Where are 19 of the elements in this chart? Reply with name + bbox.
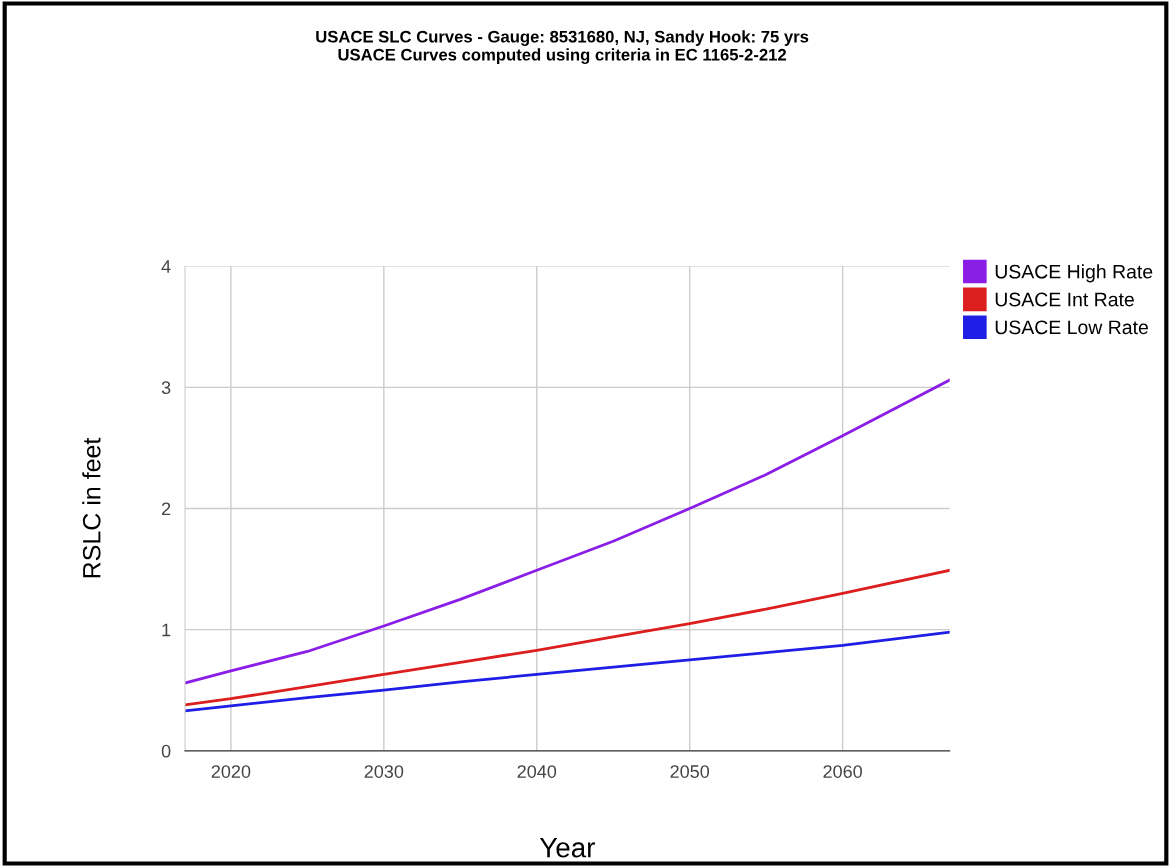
x-tick-label: 2060 — [823, 765, 863, 778]
line-series — [185, 568, 950, 707]
y-tick-label: 3 — [161, 381, 171, 395]
legend-label: USACE High Rate — [995, 264, 1153, 283]
y-tick-label: 4 — [161, 260, 171, 273]
x-axis-title: Year — [539, 838, 595, 858]
x-tick-label: 2050 — [670, 765, 710, 778]
chart-title: USACE SLC Curves - Gauge: 8531680, NJ, Sandy Hook: 75 yrs USACE Curves computed using criteria in EC 1165-2-212 — [316, 30, 809, 64]
y-tick-label: 1 — [162, 623, 171, 637]
y-tick-label: 0 — [161, 744, 171, 758]
x-tick-label: 2030 — [364, 765, 404, 778]
line-series — [185, 378, 950, 685]
legend-label: USACE Int Rate — [995, 292, 1134, 307]
y-tick-label: 2 — [162, 502, 171, 516]
x-tick-label: 2020 — [211, 765, 251, 778]
x-tick-label: 2040 — [517, 765, 557, 778]
y-axis-title: RSLC in feet — [82, 437, 101, 578]
line-series — [185, 630, 950, 713]
legend-label: USACE Low Rate — [995, 320, 1148, 335]
